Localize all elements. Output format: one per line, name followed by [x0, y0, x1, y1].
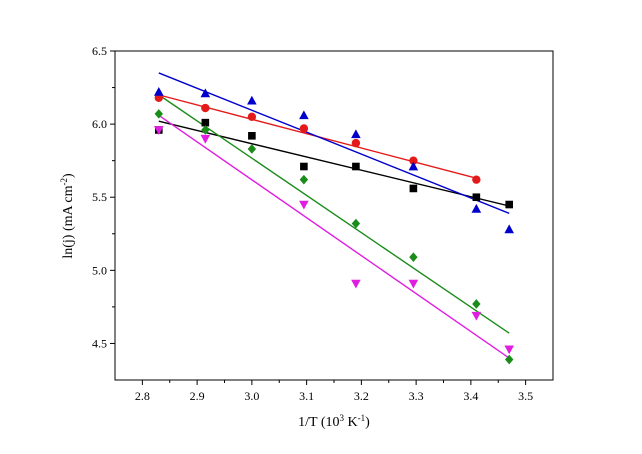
y-tick-label: 4.5 [92, 336, 107, 350]
data-markers [154, 86, 514, 365]
x-tick-label: 2.9 [190, 389, 205, 403]
x-axis-label: 1/T (103 K-1) [298, 413, 370, 430]
data-point [247, 95, 257, 105]
data-point [505, 200, 513, 209]
y-tick-label: 5.5 [92, 190, 107, 204]
y-tick-label: 5.0 [92, 263, 107, 277]
data-point [247, 112, 257, 122]
data-point [504, 345, 514, 355]
data-point [472, 299, 481, 309]
data-point [408, 279, 419, 289]
data-point [299, 174, 309, 185]
x-tick-label: 3.4 [463, 389, 478, 403]
x-tick-label: 3.1 [299, 389, 314, 403]
fit-line-3 [158, 94, 510, 334]
data-point [472, 193, 481, 202]
data-point [299, 110, 309, 120]
y-tick-label: 6.5 [92, 44, 107, 58]
data-point [300, 162, 308, 171]
data-point [248, 132, 256, 140]
x-tick-label: 3.5 [518, 389, 533, 403]
x-tick-label: 2.8 [135, 389, 150, 403]
data-point [200, 88, 211, 98]
data-point [408, 161, 419, 171]
data-point [201, 125, 210, 135]
data-point [472, 175, 481, 184]
x-tick-label: 3.0 [244, 389, 259, 403]
data-point [351, 218, 361, 229]
data-point [154, 109, 163, 119]
fit-line-2 [158, 72, 510, 214]
data-point [504, 224, 514, 234]
data-point [200, 134, 211, 144]
data-point [351, 279, 361, 289]
data-point [352, 162, 360, 171]
data-point [471, 311, 482, 321]
y-axis-label: ln(j) (mA cm-2) [59, 173, 76, 259]
data-point [505, 354, 514, 365]
data-point [247, 144, 257, 154]
fit-lines [158, 72, 510, 359]
data-point [154, 86, 164, 96]
x-tick-label: 3.3 [409, 389, 424, 403]
axis-ticks: 2.8 2.9 3.0 3.1 3.2 3.3 3.4 3.5 4.5 5.0 5.5 6.0 6.5 [92, 44, 533, 403]
data-point [409, 156, 418, 165]
y-tick-label: 6.0 [92, 117, 107, 131]
data-point [201, 118, 210, 127]
fit-line-4 [158, 114, 510, 359]
data-point [351, 129, 361, 139]
data-point [154, 126, 164, 135]
data-point [409, 184, 418, 193]
data-point [299, 124, 309, 133]
data-point [471, 203, 482, 213]
data-point [351, 138, 361, 148]
data-point [299, 200, 309, 210]
fit-line-0 [158, 120, 510, 207]
data-point [409, 252, 418, 262]
data-point [201, 103, 210, 113]
x-tick-label: 3.2 [354, 389, 369, 403]
